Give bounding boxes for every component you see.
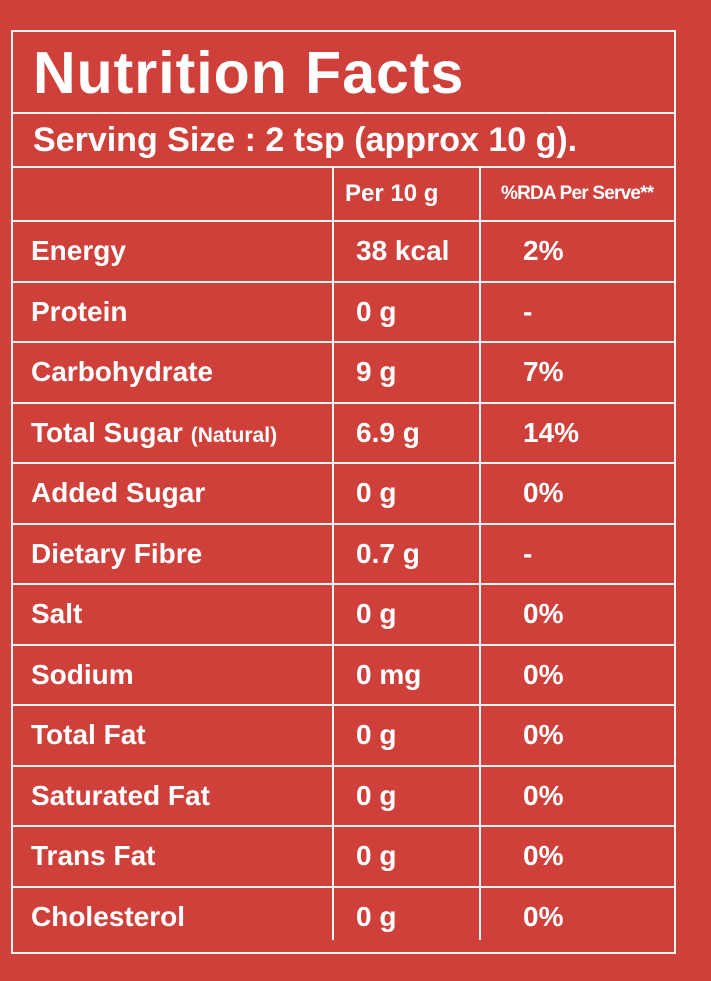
table-header-row: Per 10 g %RDA Per Serve**	[13, 168, 674, 220]
nutrient-name: Salt	[31, 598, 83, 629]
table-row: Dietary Fibre 0.7 g -	[13, 522, 674, 584]
table-row: Total Sugar (Natural) 6.9 g 14%	[13, 401, 674, 463]
nutrient-table: Energy 38 kcal 2% Protein 0 g - Carbohyd…	[13, 220, 674, 946]
nutrient-rda-value: -	[523, 537, 533, 569]
table-row: Carbohydrate 9 g 7%	[13, 341, 674, 402]
label-title: Nutrition Facts	[33, 40, 465, 106]
table-row: Protein 0 g -	[13, 280, 674, 342]
column-divider-left	[332, 168, 334, 940]
nutrient-name: Sodium	[31, 658, 134, 690]
nutrient-per-value: 0 g	[356, 840, 397, 871]
table-row: Added Sugar 0 g 0%	[13, 462, 674, 523]
table-row: Salt 0 g 0%	[13, 583, 674, 644]
nutrient-per-value: 0 g	[356, 900, 397, 932]
nutrient-name: Energy	[31, 235, 126, 266]
nutrient-per-value: 0 g	[356, 295, 397, 327]
nutrient-rda-value: 0%	[523, 779, 564, 811]
nutrient-rda-value: -	[523, 295, 533, 327]
nutrient-rda-value: 0%	[523, 477, 564, 508]
column-header-per: Per 10 g	[345, 180, 439, 207]
column-divider-right	[479, 168, 481, 940]
nutrient-rda-value: 7%	[523, 356, 564, 387]
serving-size: Serving Size : 2 tsp (approx 10 g).	[33, 121, 578, 159]
nutrient-rda-value: 0%	[523, 840, 564, 871]
nutrient-per-value: 38 kcal	[356, 235, 450, 266]
nutrient-rda-value: 14%	[523, 416, 580, 448]
nutrient-per-value: 0 g	[356, 598, 397, 629]
table-row: Energy 38 kcal 2%	[13, 220, 674, 281]
nutrient-name: Total Sugar (Natural)	[31, 416, 278, 448]
nutrient-name: Cholesterol	[31, 900, 186, 932]
nutrient-per-value: 0 g	[356, 477, 397, 508]
table-row: Cholesterol 0 g 0%	[13, 885, 674, 947]
nutrient-rda-value: 0%	[523, 719, 564, 750]
nutrient-name: Saturated Fat	[31, 779, 210, 811]
nutrient-per-value: 0.7 g	[356, 537, 420, 569]
nutrient-per-value: 0 g	[356, 779, 397, 811]
table-row: Trans Fat 0 g 0%	[13, 825, 674, 886]
nutrient-name: Total Fat	[31, 719, 146, 750]
nutrient-rda-value: 0%	[523, 598, 564, 629]
nutrient-per-value: 0 mg	[356, 658, 422, 690]
nutrient-name: Protein	[31, 295, 128, 327]
nutrient-rda-value: 0%	[523, 658, 564, 690]
nutrition-facts-panel: Nutrition Facts Serving Size : 2 tsp (ap…	[11, 30, 676, 954]
nutrient-rda-value: 2%	[523, 235, 564, 266]
nutrient-per-value: 0 g	[356, 719, 397, 750]
nutrient-name: Carbohydrate	[31, 356, 214, 387]
nutrient-rda-value: 0%	[523, 900, 564, 932]
nutrient-name: Dietary Fibre	[31, 537, 203, 569]
nutrient-name: Trans Fat	[31, 840, 156, 871]
nutrient-per-value: 6.9 g	[356, 416, 420, 448]
serving-divider	[13, 166, 674, 168]
column-header-rda: %RDA Per Serve**	[501, 183, 654, 204]
table-row: Saturated Fat 0 g 0%	[13, 764, 674, 826]
table-row: Total Fat 0 g 0%	[13, 704, 674, 765]
title-divider	[13, 112, 674, 114]
table-row: Sodium 0 mg 0%	[13, 643, 674, 705]
nutrient-per-value: 9 g	[356, 356, 397, 387]
nutrient-name: Added Sugar	[31, 477, 206, 508]
